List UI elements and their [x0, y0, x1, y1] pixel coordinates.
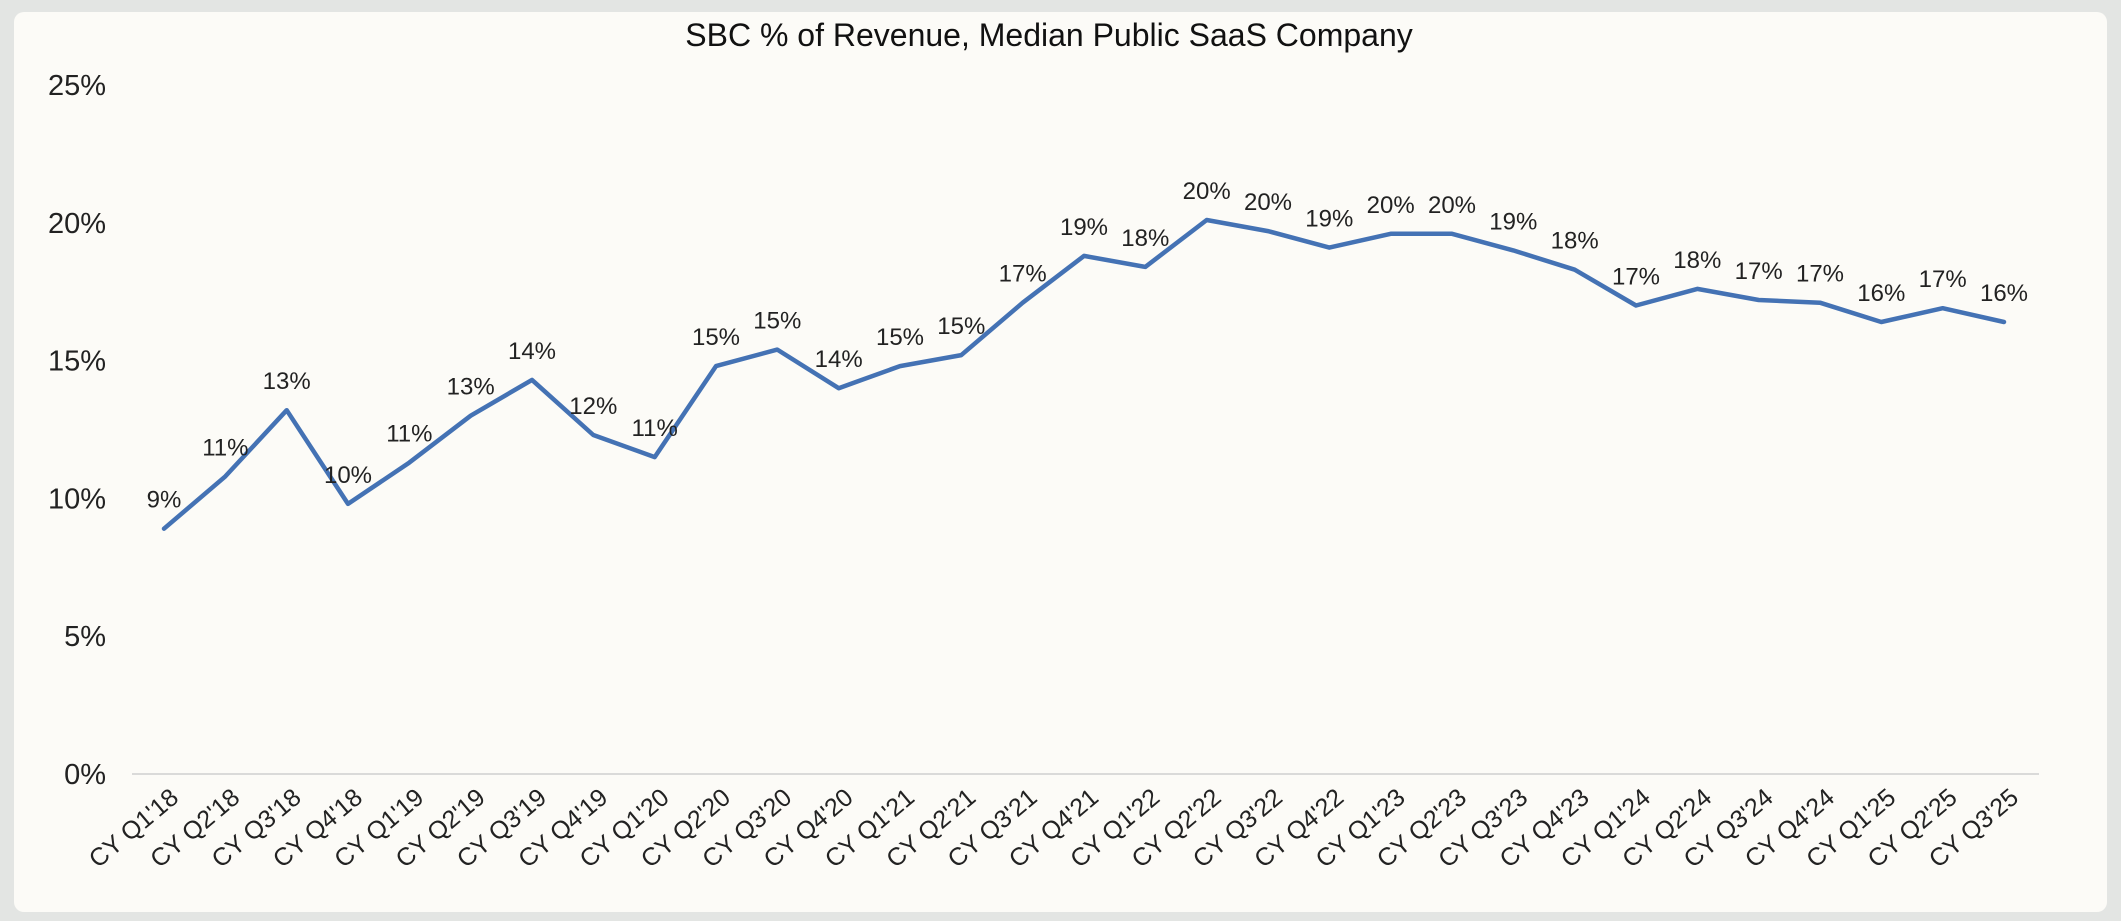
data-label: 18%	[1121, 225, 1169, 252]
data-label: 17%	[999, 261, 1047, 288]
data-label: 20%	[1428, 192, 1476, 219]
y-tick-label: 15%	[48, 346, 106, 378]
y-tick-label: 20%	[48, 208, 106, 240]
data-label: 19%	[1060, 214, 1108, 241]
data-label: 18%	[1551, 228, 1599, 255]
y-tick-label: 0%	[64, 759, 106, 791]
data-label: 16%	[1857, 280, 1905, 307]
chart-card: SBC % of Revenue, Median Public SaaS Com…	[14, 12, 2107, 912]
data-label: 14%	[815, 346, 863, 373]
data-label: 13%	[447, 374, 495, 401]
y-tick-label: 10%	[48, 483, 106, 515]
data-label: 13%	[263, 368, 311, 395]
data-label: 10%	[324, 462, 372, 489]
data-label: 20%	[1183, 178, 1231, 205]
y-axis-ticks: 0% 5% 10% 15% 20% 25%	[48, 70, 106, 791]
data-label: 17%	[1735, 258, 1783, 285]
y-tick-label: 25%	[48, 70, 106, 102]
data-label: 15%	[692, 324, 740, 351]
data-label: 17%	[1612, 263, 1660, 290]
data-label: 17%	[1919, 266, 1967, 293]
data-label: 11%	[386, 421, 432, 448]
data-label: 15%	[937, 313, 985, 340]
data-label: 9%	[147, 487, 182, 514]
data-label: 18%	[1673, 247, 1721, 274]
data-label: 17%	[1796, 261, 1844, 288]
series-line	[161, 217, 2007, 531]
data-label: 16%	[1980, 280, 2028, 307]
data-label: 15%	[876, 324, 924, 351]
data-label: 19%	[1489, 208, 1537, 235]
data-label: 15%	[753, 308, 801, 335]
line-chart: SBC % of Revenue, Median Public SaaS Com…	[48, 17, 2039, 873]
data-label: 20%	[1367, 192, 1415, 219]
y-tick-label: 5%	[64, 621, 106, 653]
data-label: 11%	[202, 434, 248, 461]
data-label: 19%	[1305, 206, 1353, 233]
data-label: 12%	[569, 393, 617, 420]
data-label: 14%	[508, 338, 556, 365]
data-label: 20%	[1244, 189, 1292, 216]
chart-title: SBC % of Revenue, Median Public SaaS Com…	[685, 17, 1413, 53]
data-label: 11%	[632, 415, 678, 442]
data-labels: 9% 11% 13% 10% 11% 13% 14% 12% 11% 15% 15% 14% 15% 15…	[147, 178, 2028, 514]
